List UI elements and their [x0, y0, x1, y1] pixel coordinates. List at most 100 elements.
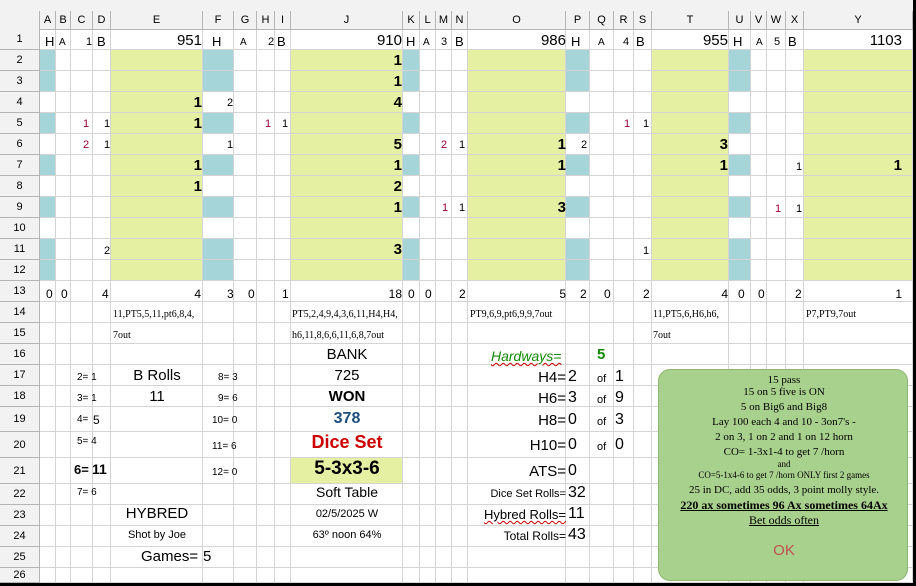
h10-value[interactable]: 0 [568, 436, 577, 453]
row-header-11[interactable]: 11 [0, 239, 40, 260]
cell-j6[interactable]: 5 [393, 136, 402, 153]
cell-q1[interactable]: A [598, 37, 605, 48]
cell-w1[interactable]: 5 [774, 36, 781, 48]
won-label[interactable]: WON [328, 388, 366, 405]
column-header-i[interactable]: I [275, 11, 291, 30]
total-rolls-value[interactable]: 43 [568, 526, 586, 543]
cell-l13[interactable]: 0 [425, 287, 432, 301]
h10-of-value[interactable]: 0 [615, 436, 624, 453]
cell-x9[interactable]: 1 [796, 203, 803, 215]
stat-2[interactable]: 2= 1 [77, 372, 97, 383]
row-header-18[interactable]: 18 [0, 386, 40, 407]
cell-g1[interactable]: A [240, 37, 247, 48]
stat-10[interactable]: 10= 0 [212, 415, 238, 426]
bank-value[interactable]: 725 [334, 367, 360, 384]
shot-by[interactable]: Shot by Joe [127, 529, 187, 541]
hybred-rolls-label[interactable]: Hybred Rolls= [450, 508, 566, 521]
row-header-10[interactable]: 10 [0, 218, 40, 239]
cell-c1[interactable]: 1 [86, 36, 93, 48]
cell-l1[interactable]: A [423, 37, 430, 48]
cell-x13[interactable]: 2 [795, 287, 802, 301]
cell-d5[interactable]: 1 [104, 118, 111, 130]
h8-value[interactable]: 0 [568, 411, 577, 428]
h6-of[interactable]: of [597, 394, 607, 406]
cell-m9[interactable]: 1 [442, 202, 449, 214]
cell-e7[interactable]: 1 [193, 157, 202, 174]
table-type[interactable]: Soft Table [315, 484, 378, 500]
stat-6-value[interactable]: 11 [92, 461, 107, 477]
cell-m6[interactable]: 2 [441, 139, 448, 151]
cell-j11[interactable]: 3 [393, 241, 402, 258]
row-header-1[interactable]: 1 [0, 29, 40, 50]
column-header-a[interactable]: A [40, 11, 56, 30]
h8-of-value[interactable]: 3 [615, 411, 624, 428]
cell-p6[interactable]: 2 [581, 139, 588, 151]
session-date[interactable]: 02/5/2025 W [315, 508, 379, 520]
cell-i5[interactable]: 1 [282, 118, 289, 130]
h4-value[interactable]: 2 [568, 368, 577, 385]
cell-i1[interactable]: B [277, 34, 286, 49]
cell-a1[interactable]: H [45, 34, 55, 49]
column-header-w[interactable]: W [767, 11, 786, 30]
cell-v13[interactable]: 0 [758, 287, 765, 301]
cell-h5[interactable]: 1 [265, 118, 272, 130]
ats-label[interactable]: ATS= [529, 463, 566, 480]
notes-callout[interactable]: 15 pass 15 on 5 five is ON 5 on Big6 and… [658, 369, 908, 581]
cell-k13[interactable]: 0 [408, 287, 415, 301]
cell-t15[interactable]: 7out [653, 330, 671, 341]
cell-o7[interactable]: 1 [557, 157, 566, 174]
cell-q13[interactable]: 0 [604, 287, 611, 301]
cell-p1[interactable]: H [571, 34, 581, 49]
h8-of[interactable]: of [597, 416, 607, 428]
cell-j15[interactable]: h6,11,8,6,6,11,6,8,7out [292, 330, 385, 341]
cell-w9[interactable]: 1 [775, 203, 782, 215]
h6-of-value[interactable]: 9 [615, 389, 624, 406]
row-header-2[interactable]: 2 [0, 50, 40, 71]
column-header-e[interactable]: E [111, 11, 203, 30]
hardways-total[interactable]: 5 [597, 346, 606, 363]
ats-value[interactable]: 0 [568, 462, 577, 479]
cell-s5[interactable]: 1 [643, 118, 650, 130]
h8-label[interactable]: H8= [538, 412, 566, 429]
row-header-20[interactable]: 20 [0, 432, 40, 458]
row-header-17[interactable]: 17 [0, 365, 40, 386]
column-header-p[interactable]: P [566, 11, 590, 30]
cell-n1[interactable]: B [455, 34, 464, 49]
hardways-label[interactable]: Hardways= [491, 348, 562, 364]
stat-8[interactable]: 8= 3 [218, 372, 238, 383]
column-header-k[interactable]: K [403, 11, 420, 30]
cell-o14[interactable]: PT9,6,9,pt6,9,9,7out [470, 309, 553, 320]
column-header-o[interactable]: O [468, 11, 566, 30]
b-rolls-value[interactable]: 11 [149, 388, 165, 405]
stat-5[interactable]: 5= 4 [77, 436, 97, 447]
column-header-c[interactable]: C [71, 11, 93, 30]
cell-o13[interactable]: 5 [559, 287, 566, 301]
cell-r1[interactable]: 4 [623, 36, 630, 48]
cell-m1[interactable]: 3 [441, 36, 448, 48]
games-value[interactable]: 5 [203, 548, 212, 565]
dice-set-rolls-value[interactable]: 32 [568, 484, 586, 501]
column-header-b[interactable]: B [56, 11, 71, 30]
cell-u13[interactable]: 0 [738, 287, 745, 301]
column-header-j[interactable]: J [291, 11, 403, 30]
cell-c6[interactable]: 2 [83, 139, 90, 151]
cell-h1[interactable]: 2 [268, 36, 275, 48]
row-header-16[interactable]: 16 [0, 344, 40, 365]
cell-t13[interactable]: 4 [721, 287, 728, 301]
cell-e13[interactable]: 4 [194, 287, 201, 301]
cell-t7[interactable]: 1 [719, 157, 728, 174]
cell-e14[interactable]: 11,PT5,5,11,pt6,8,4, [113, 309, 195, 320]
cell-x7[interactable]: 1 [796, 161, 803, 173]
row-header-8[interactable]: 8 [0, 176, 40, 197]
cell-j3[interactable]: 1 [393, 73, 402, 90]
cell-f13[interactable]: 3 [227, 287, 234, 301]
row-header-15[interactable]: 15 [0, 323, 40, 344]
cell-k1[interactable]: H [406, 34, 416, 49]
cell-s11[interactable]: 1 [643, 245, 650, 257]
h6-label[interactable]: H6= [538, 390, 566, 407]
column-header-t[interactable]: T [652, 11, 729, 30]
cell-a13[interactable]: 0 [46, 287, 53, 301]
cell-n13[interactable]: 2 [459, 287, 466, 301]
row-header-22[interactable]: 22 [0, 484, 40, 505]
column-header-n[interactable]: N [452, 11, 468, 30]
